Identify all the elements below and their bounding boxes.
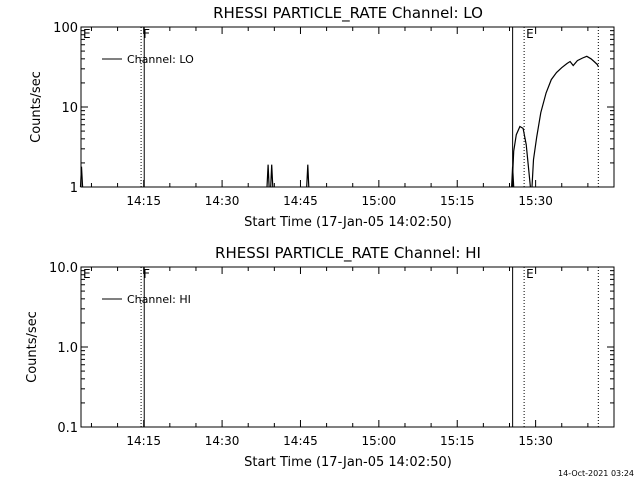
chart-panel-lo: RHESSI PARTICLE_RATE Channel: LO Start T… <box>29 4 615 230</box>
x-tick-label: 15:30 <box>518 434 553 448</box>
x-tick-label: 14:45 <box>283 434 318 448</box>
y-tick-label: 1 <box>70 181 78 196</box>
series-line-segment <box>306 164 310 188</box>
y-tick-label: 10 <box>61 101 78 116</box>
series-line-segment <box>79 166 84 188</box>
x-tick-label: 15:15 <box>440 194 475 208</box>
x-tick-label: 14:45 <box>283 194 318 208</box>
y-tick-label: 10.0 <box>49 261 78 276</box>
x-tick-label: 15:15 <box>440 434 475 448</box>
y-tick-label: 1.0 <box>57 341 78 356</box>
series-line-segment <box>266 164 270 188</box>
y-axis-label: Counts/sec <box>25 311 40 383</box>
legend-label: Channel: HI <box>127 293 191 306</box>
y-tick-label: 100 <box>53 21 78 36</box>
flag-label: F <box>143 27 150 41</box>
chart-title: RHESSI PARTICLE_RATE Channel: LO <box>213 4 483 23</box>
flag-label: E <box>83 267 91 281</box>
y-axis-label: Counts/sec <box>29 71 44 143</box>
flag-label: E <box>83 27 91 41</box>
flag-label: E <box>526 267 534 281</box>
x-tick-label: 15:00 <box>362 434 397 448</box>
footer-timestamp: 14-Oct-2021 03:24 <box>558 469 634 478</box>
x-axis-label: Start Time (17-Jan-05 14:02:50) <box>244 215 452 230</box>
x-tick-label: 14:15 <box>126 194 161 208</box>
x-tick-label: 15:30 <box>518 194 553 208</box>
series-line-segment <box>270 164 274 188</box>
chart-panel-hi: RHESSI PARTICLE_RATE Channel: HI Start T… <box>25 244 615 470</box>
series-line-segment <box>511 125 531 188</box>
x-tick-label: 15:00 <box>362 194 397 208</box>
x-tick-label: 14:15 <box>126 434 161 448</box>
x-tick-label: 14:30 <box>205 194 240 208</box>
series-line-segment <box>531 55 599 188</box>
chart-title: RHESSI PARTICLE_RATE Channel: HI <box>215 244 481 263</box>
flag-label: E <box>526 27 534 41</box>
y-tick-label: 0.1 <box>57 421 78 436</box>
flag-label: F <box>143 267 150 281</box>
legend-label: Channel: LO <box>127 53 194 66</box>
x-axis-label: Start Time (17-Jan-05 14:02:50) <box>244 455 452 470</box>
x-tick-label: 14:30 <box>205 434 240 448</box>
